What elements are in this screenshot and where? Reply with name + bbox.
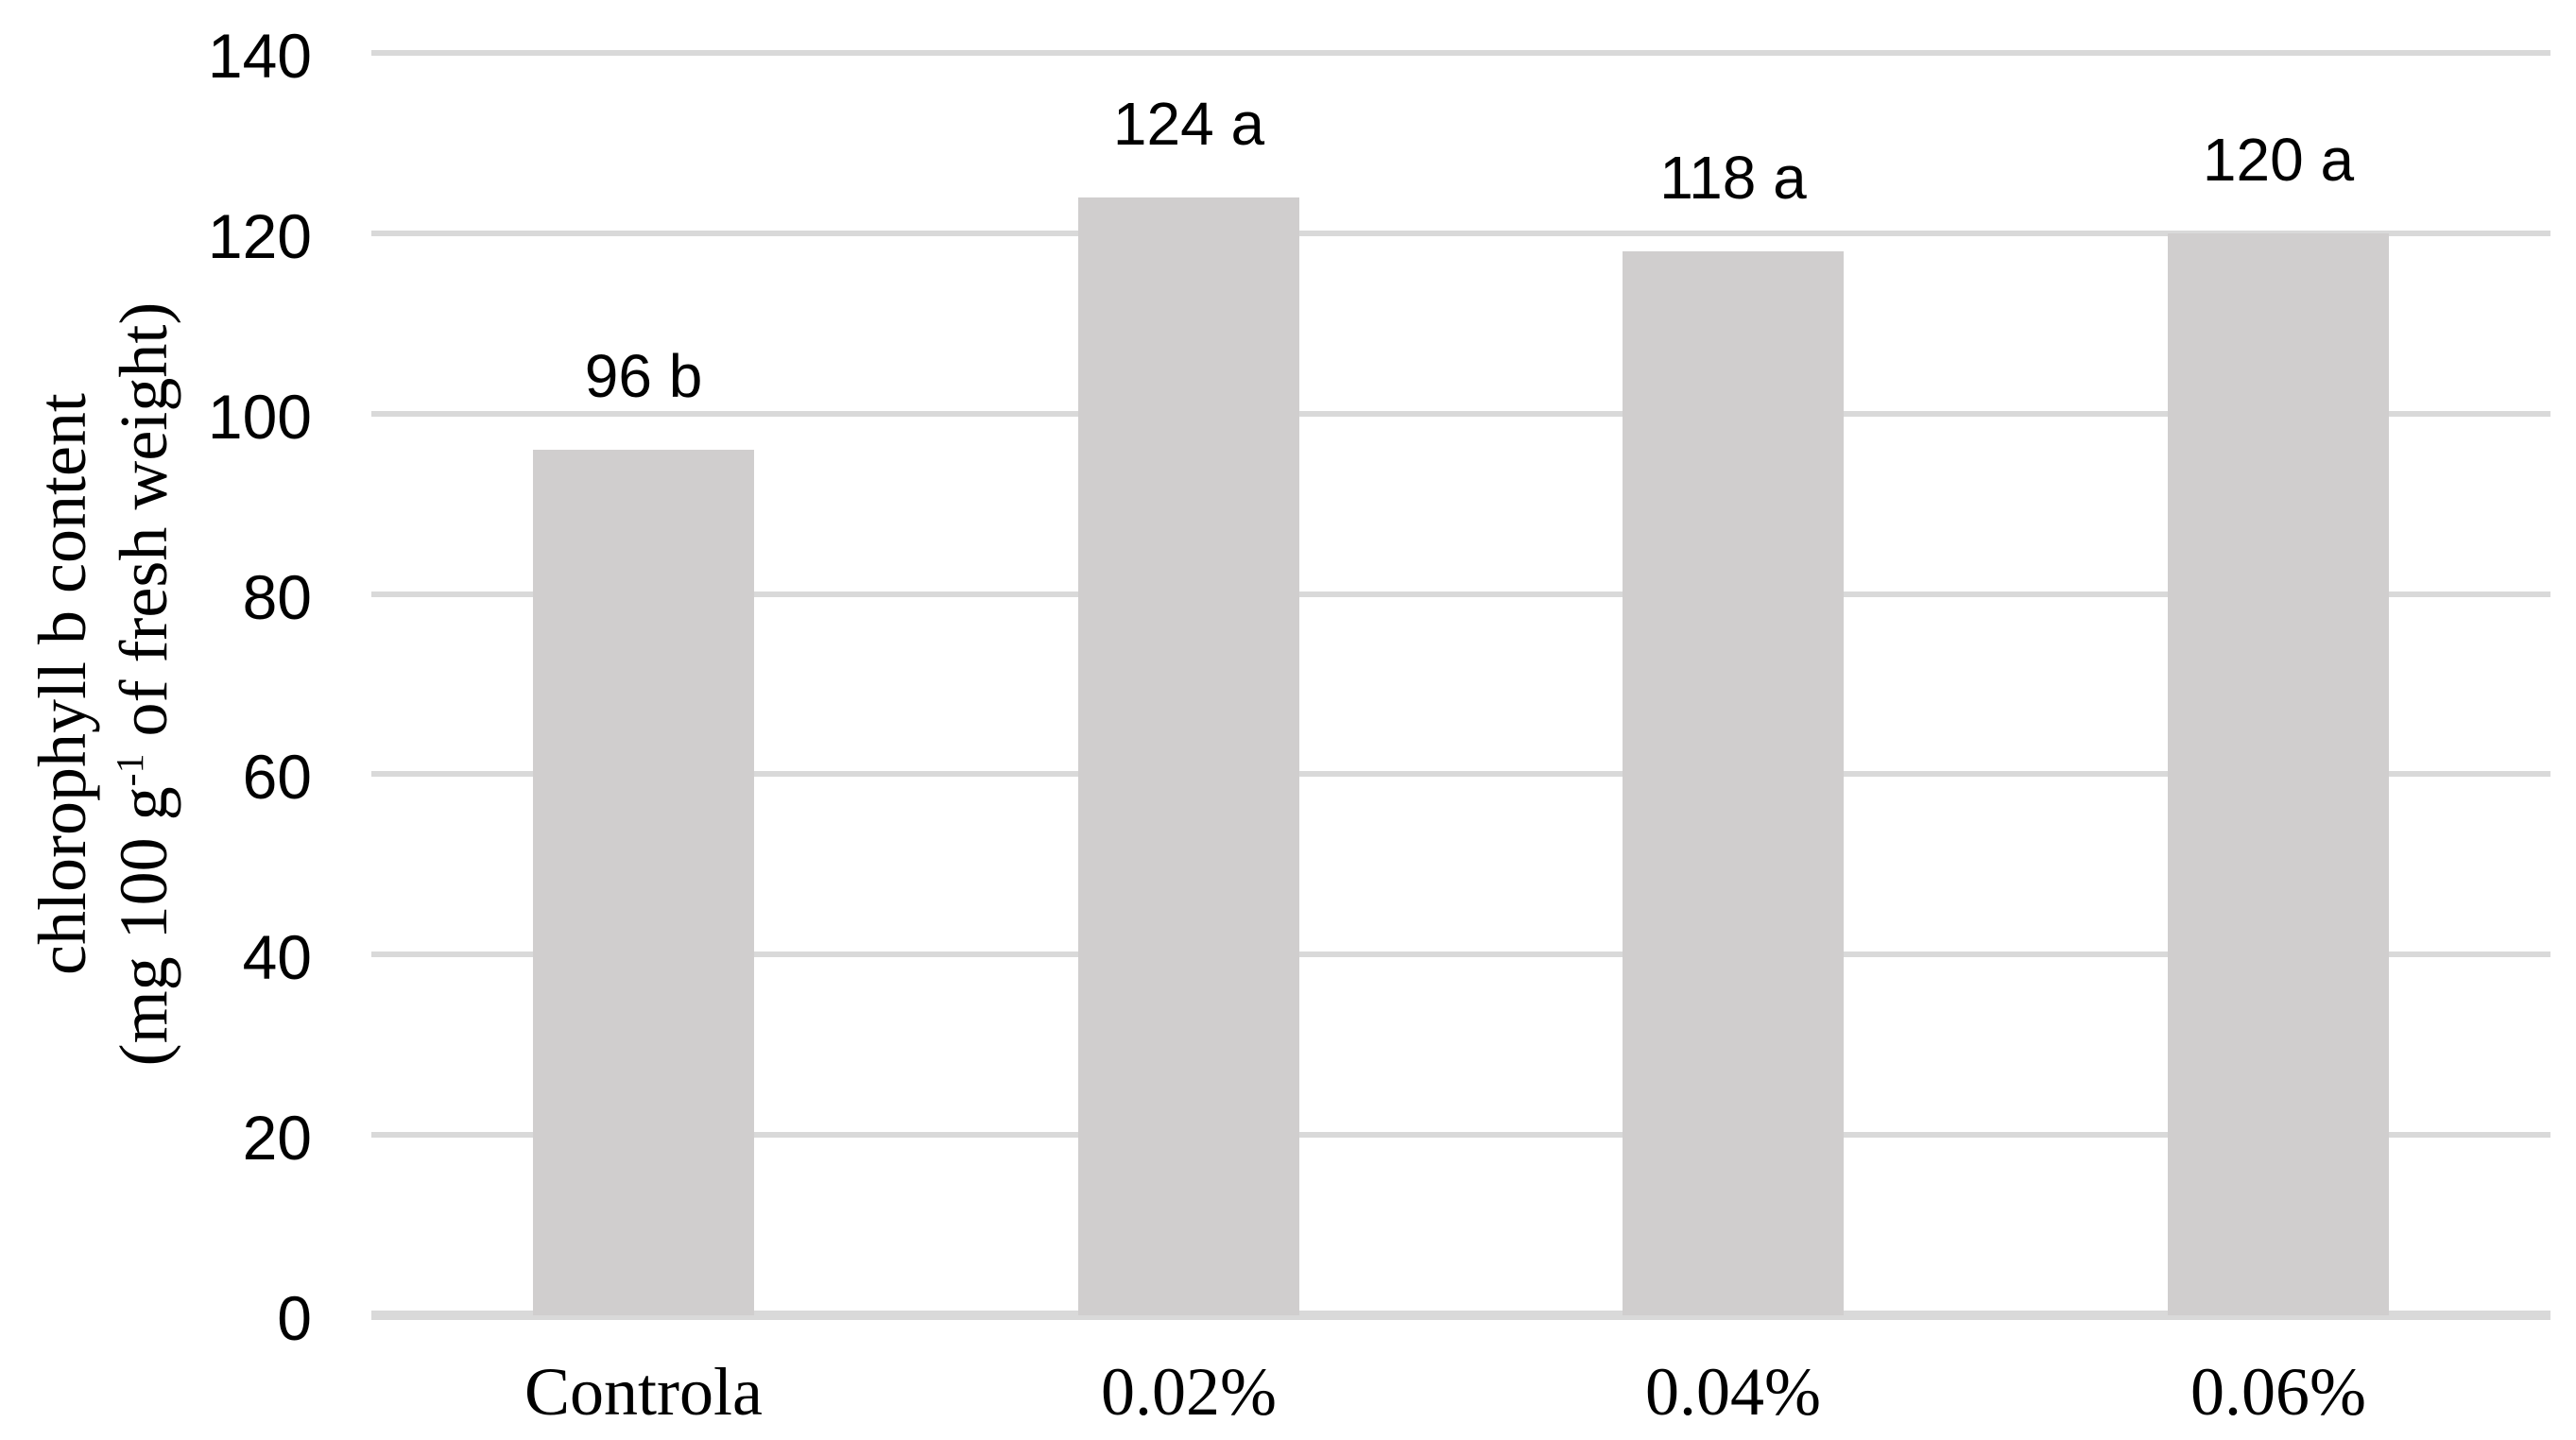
y-axis-title-unit-suffix: of fresh weight) bbox=[106, 301, 181, 754]
y-axis-title-superscript: -1 bbox=[109, 753, 152, 787]
y-axis-tick-label: 60 bbox=[242, 742, 312, 812]
y-axis-tick-label: 0 bbox=[277, 1283, 312, 1353]
bar-Controla bbox=[533, 450, 754, 1315]
bar-value-label: 120 a bbox=[2202, 126, 2355, 194]
x-category-label: 0.02% bbox=[1101, 1354, 1277, 1430]
y-axis-tick-label: 40 bbox=[242, 922, 312, 992]
gridline bbox=[371, 1132, 2550, 1138]
y-axis-title-line2: (mg 100 g-1 of fresh weight) bbox=[101, 23, 186, 1346]
x-axis-line bbox=[371, 1311, 2550, 1320]
bar-value-label: 118 a bbox=[1659, 144, 1807, 212]
bar-0.02% bbox=[1078, 197, 1299, 1315]
gridline bbox=[371, 591, 2550, 597]
y-axis-tick-label: 140 bbox=[207, 21, 312, 91]
bar-0.04% bbox=[1623, 251, 1844, 1315]
x-category-label: 0.06% bbox=[2190, 1354, 2366, 1430]
y-axis-title-line1: chlorophyll b content bbox=[25, 393, 100, 975]
bar-value-label: 96 b bbox=[584, 342, 703, 410]
bar-value-label: 124 a bbox=[1112, 90, 1265, 158]
y-axis-title-unit-prefix: (mg 100 g bbox=[106, 786, 181, 1067]
x-category-label: 0.04% bbox=[1645, 1354, 1821, 1430]
gridline bbox=[371, 50, 2550, 56]
y-axis-tick-label: 100 bbox=[207, 382, 312, 452]
y-axis-tick-label: 120 bbox=[207, 201, 312, 271]
gridline bbox=[371, 411, 2550, 417]
x-category-label: Controla bbox=[524, 1354, 763, 1430]
y-axis-tick-label: 80 bbox=[242, 562, 312, 632]
y-axis-tick-label: 20 bbox=[242, 1103, 312, 1173]
bar-0.06% bbox=[2168, 233, 2389, 1315]
gridline bbox=[371, 231, 2550, 236]
gridline bbox=[371, 951, 2550, 957]
gridline bbox=[371, 771, 2550, 777]
